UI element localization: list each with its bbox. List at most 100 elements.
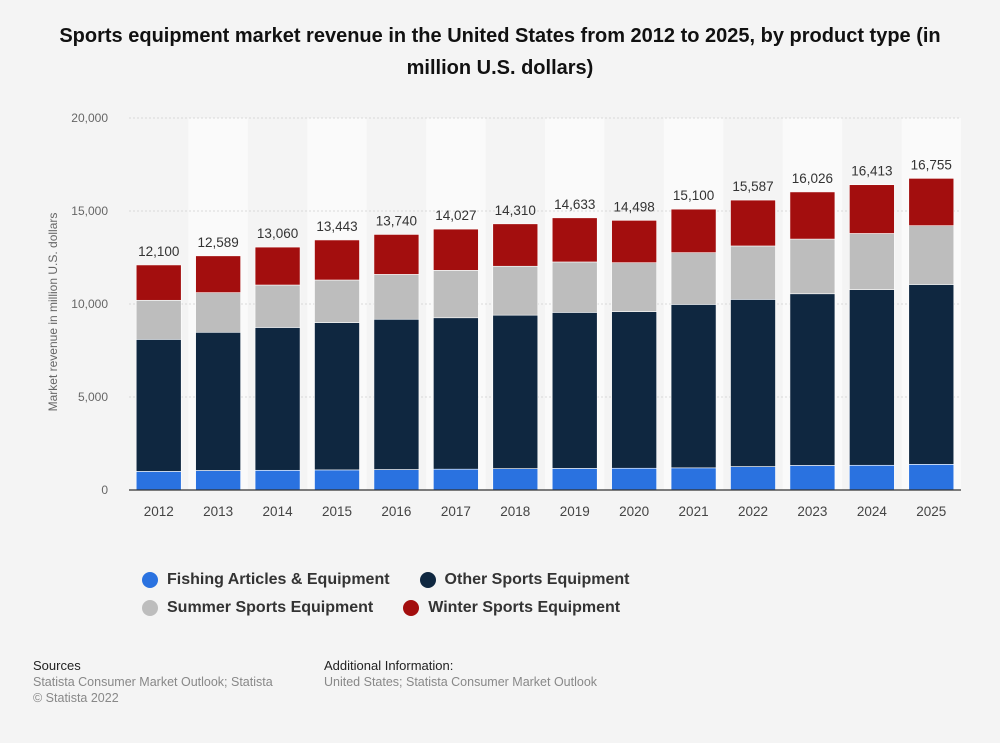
x-tick-label: 2024 <box>857 504 888 519</box>
bar-segment <box>670 467 717 491</box>
bar-segment <box>789 238 836 295</box>
total-label: 15,587 <box>732 179 773 194</box>
total-label: 16,413 <box>851 164 892 179</box>
bar-segment <box>908 464 955 491</box>
legend-label: Winter Sports Equipment <box>428 599 621 616</box>
x-tick-label: 2020 <box>619 504 649 519</box>
bar-segment <box>373 469 420 491</box>
x-tick-label: 2016 <box>381 504 411 519</box>
chart-area: 0 5,000 10,000 15,000 20,000 Market revenue i… <box>46 111 961 519</box>
copyright-line: © Statista 2022 <box>33 691 119 705</box>
total-label: 13,060 <box>257 226 298 241</box>
legend-label: Summer Sports Equipment <box>167 599 374 616</box>
bar-segment <box>611 262 657 312</box>
bar-segment <box>849 464 895 491</box>
total-label: 15,100 <box>673 188 714 203</box>
bar-segment <box>373 234 420 275</box>
x-tick-label: 2019 <box>560 504 590 519</box>
bar-segment <box>730 466 776 491</box>
total-label: 12,589 <box>197 235 238 250</box>
bar-segment <box>670 304 717 469</box>
y-tick-label: 0 <box>101 483 108 497</box>
bar-segment <box>849 184 895 234</box>
bar-segment <box>492 223 539 267</box>
legend-swatch <box>419 572 436 588</box>
bar-segment <box>433 270 479 319</box>
x-tick-label: 2013 <box>203 504 233 519</box>
legend-item[interactable]: Fishing Articles & Equipment <box>142 566 390 594</box>
bar-segment <box>433 317 479 470</box>
bar-segment <box>314 469 360 491</box>
total-label: 14,633 <box>554 197 595 212</box>
x-tick-label: 2025 <box>916 504 946 519</box>
bar-segment <box>492 265 539 316</box>
y-tick-label: 5,000 <box>78 390 108 404</box>
bar-segment <box>433 468 479 491</box>
bar-segment <box>135 471 182 491</box>
bar-segment <box>492 468 539 491</box>
x-tick-label: 2017 <box>441 504 471 519</box>
total-label: 13,443 <box>316 219 357 234</box>
chart-legend: Fishing Articles & Equipment Other Sports… <box>142 566 902 622</box>
sources-block: Sources Statista Consumer Market Outlook… <box>33 658 273 706</box>
total-label: 13,740 <box>376 213 417 228</box>
bar-segment <box>314 322 360 471</box>
total-label: 14,310 <box>495 203 536 218</box>
bar-segment <box>373 274 420 320</box>
total-label: 16,755 <box>911 157 952 172</box>
bar-segment <box>730 299 776 467</box>
x-tick-label: 2022 <box>738 504 768 519</box>
bar-segment <box>254 327 301 471</box>
legend-swatch <box>403 600 420 616</box>
bar-segment <box>789 465 836 491</box>
bar-segment <box>670 208 717 253</box>
x-tick-label: 2023 <box>797 504 827 519</box>
bar-segment <box>670 252 717 305</box>
bar-segment <box>611 311 657 469</box>
bar-segment <box>492 314 539 469</box>
additional-info-block: Additional Information: United States; S… <box>324 658 597 690</box>
bar-segment <box>908 225 955 285</box>
chart-title: Sports equipment market revenue in the U… <box>59 25 941 79</box>
legend-swatch <box>142 572 158 588</box>
y-tick-label: 20,000 <box>71 111 108 125</box>
legend-swatch <box>142 600 158 616</box>
bar-segment <box>849 289 895 466</box>
additional-info-heading: Additional Information: <box>324 658 454 673</box>
bar-segment <box>849 233 895 290</box>
bar-segment <box>611 467 657 491</box>
bar-segment <box>314 279 360 323</box>
bar-segment <box>433 228 479 271</box>
legend-item[interactable]: Other Sports Equipment <box>419 566 630 594</box>
additional-info-line: United States; Statista Consumer Market … <box>324 675 598 689</box>
legend-item[interactable]: Winter Sports Equipment <box>403 594 620 622</box>
x-tick-label: 2014 <box>263 504 294 519</box>
bar-segment <box>135 264 182 301</box>
total-label: 16,026 <box>792 171 833 186</box>
x-tick-label: 2018 <box>500 504 530 519</box>
bar-segment <box>551 217 598 263</box>
x-tick-label: 2012 <box>144 504 174 519</box>
x-tick-label: 2015 <box>322 504 352 519</box>
bar-segment <box>254 469 301 491</box>
bar-segment <box>551 312 598 469</box>
bar-segment <box>730 199 776 247</box>
bar-segment <box>254 284 301 328</box>
y-tick-label: 10,000 <box>71 297 108 311</box>
sources-line[interactable]: Statista Consumer Market Outlook; Statis… <box>33 675 273 689</box>
bar-segment <box>789 191 836 240</box>
bar-segment <box>314 239 360 281</box>
bar-segment <box>789 293 836 466</box>
y-axis-title: Market revenue in million U.S. dollars <box>46 213 60 412</box>
legend-label: Other Sports Equipment <box>444 571 630 588</box>
bar-segment <box>551 468 598 491</box>
bar-segment <box>611 220 657 264</box>
sources-heading: Sources <box>33 658 81 673</box>
bar-segment <box>254 246 301 286</box>
y-tick-label: 15,000 <box>71 204 108 218</box>
x-tick-label: 2021 <box>679 504 709 519</box>
bar-segment <box>373 318 420 470</box>
legend-item[interactable]: Summer Sports Equipment <box>142 594 373 622</box>
bar-segment <box>195 292 241 333</box>
bar-segment <box>908 284 955 465</box>
